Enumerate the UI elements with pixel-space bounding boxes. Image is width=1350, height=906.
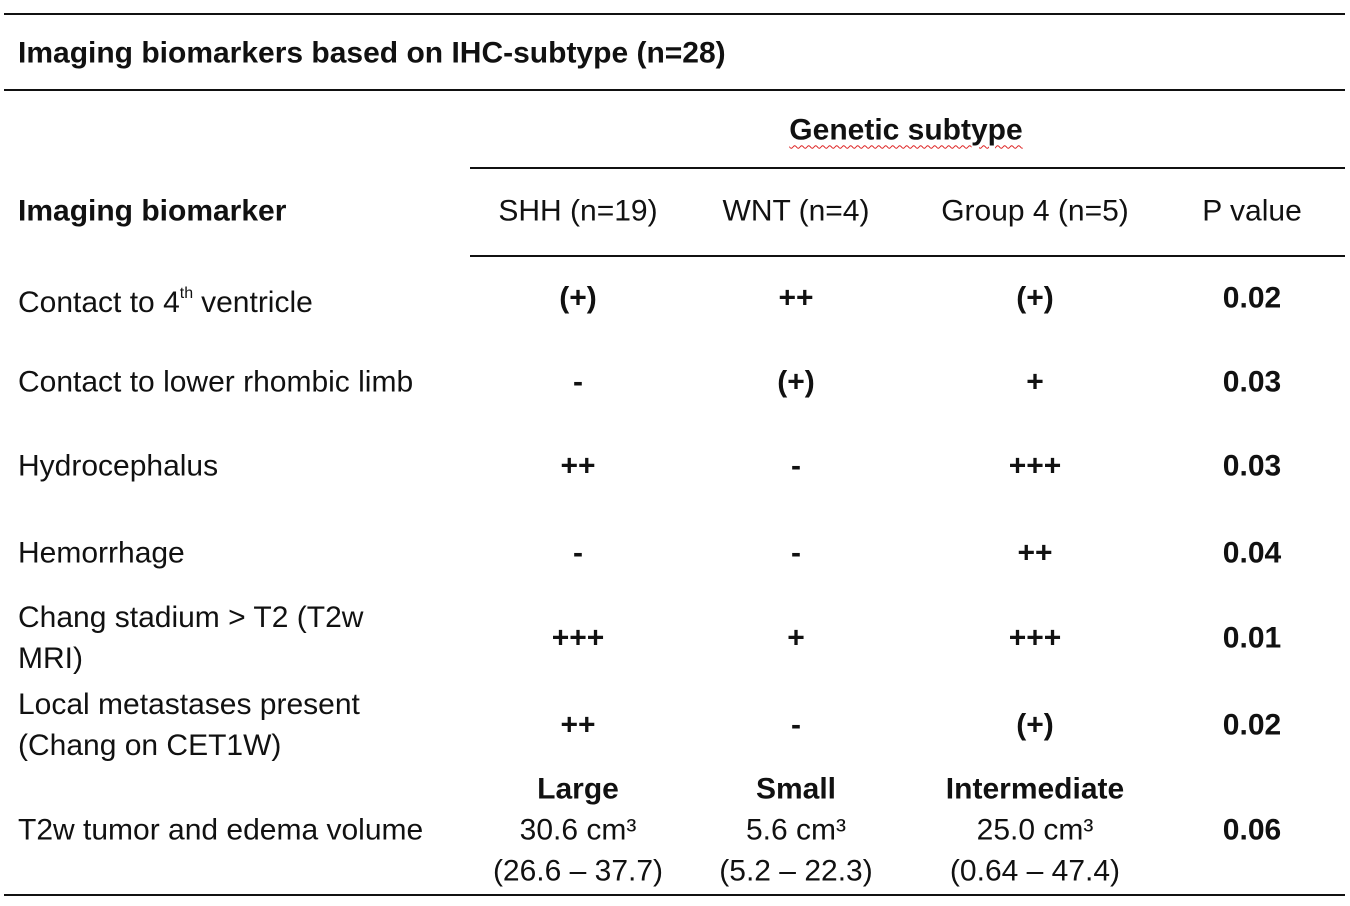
cell: 0.03 [1222, 365, 1282, 399]
rule [4, 13, 1345, 15]
row-label-line: T2w tumor and edema volume [18, 813, 424, 847]
cell: ++ [778, 281, 814, 315]
column-header: WNT (n=4) [722, 194, 870, 228]
row-label: T2w tumor and edema volume [18, 810, 423, 851]
cell: ++ [560, 708, 596, 742]
row-label: Chang stadium > T2 (T2w MRI) [18, 597, 363, 679]
rule [4, 89, 1345, 91]
cell-line: 25.0 cm³ [976, 813, 1094, 847]
column-header: P value [1202, 194, 1302, 228]
cell: 0.02 [1222, 708, 1282, 742]
row-label-line: Hydrocephalus [18, 449, 219, 483]
rule [470, 167, 1345, 169]
cell: 0.02 [1222, 281, 1282, 315]
cell: (+) [777, 365, 815, 399]
rule [4, 894, 1345, 896]
row-label: Hemorrhage [18, 533, 185, 574]
cell: 0.03 [1222, 449, 1282, 483]
column-header: Group 4 (n=5) [941, 194, 1129, 228]
row-label-line: Local metastases present [18, 688, 360, 721]
cell: +++ [1008, 449, 1062, 483]
column-header: Imaging biomarker [18, 194, 287, 228]
cell-line: (0.64 – 47.4) [949, 854, 1121, 888]
row-label-line: MRI) [18, 642, 83, 675]
cell: ++ [560, 449, 596, 483]
cell: + [1026, 365, 1044, 399]
row-label: Local metastases present (Chang on CET1W) [18, 684, 360, 766]
cell: 0.06 [1222, 813, 1282, 847]
cell-line: (5.2 – 22.3) [719, 854, 873, 888]
superscript: th [179, 285, 194, 302]
cell: - [573, 536, 583, 570]
cell: Intermediate 25.0 cm³ (0.64 – 47.4) [946, 769, 1124, 892]
row-label-line: Chang stadium > T2 (T2w [18, 601, 364, 634]
cell: +++ [551, 621, 605, 655]
row-label-line: Contact to 4th ventricle [18, 285, 313, 319]
row-label-line: Hemorrhage [18, 536, 185, 570]
cell: (+) [1016, 281, 1054, 315]
row-label-line: (Chang on CET1W) [18, 729, 282, 762]
cell-line: Large [537, 772, 619, 806]
cell-line: 30.6 cm³ [519, 813, 637, 847]
cell: Large 30.6 cm³ (26.6 – 37.7) [493, 769, 663, 892]
cell: - [791, 449, 801, 483]
row-label: Contact to lower rhombic limb [18, 362, 413, 403]
cell: (+) [559, 281, 597, 315]
rule [470, 255, 1345, 257]
cell: +++ [1008, 621, 1062, 655]
table-title: Imaging biomarkers based on IHC-subtype … [18, 36, 726, 70]
row-label: Hydrocephalus [18, 446, 218, 487]
cell: - [573, 365, 583, 399]
row-label: Contact to 4th ventricle [18, 273, 313, 323]
cell: - [791, 536, 801, 570]
column-header: SHH (n=19) [498, 194, 658, 228]
cell: (+) [1016, 708, 1054, 742]
cell: - [791, 708, 801, 742]
group-header: Genetic subtype [789, 113, 1023, 147]
cell: Small 5.6 cm³ (5.2 – 22.3) [719, 769, 872, 892]
cell-line: (26.6 – 37.7) [492, 854, 664, 888]
cell: + [787, 621, 805, 655]
row-label-line: Contact to lower rhombic limb [18, 365, 414, 399]
cell: 0.04 [1222, 536, 1282, 570]
cell-line: Small [755, 772, 837, 806]
cell-line: 5.6 cm³ [745, 813, 847, 847]
cell: 0.01 [1222, 621, 1282, 655]
cell-line: Intermediate [945, 772, 1125, 806]
cell: ++ [1017, 536, 1053, 570]
row-label-rest: ventricle [201, 286, 313, 319]
